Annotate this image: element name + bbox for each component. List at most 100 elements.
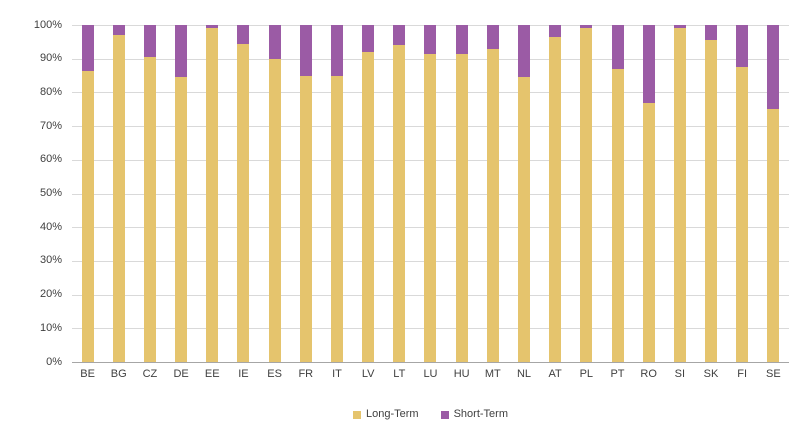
y-axis-tick-label: 10% (39, 321, 62, 334)
bar-segment-short-term (705, 25, 718, 41)
x-axis-label-si: SI (674, 368, 686, 380)
x-axis-label-es: ES (267, 368, 282, 380)
bar-segment-short-term (549, 25, 562, 37)
x-axis-label-be: BE (80, 368, 95, 380)
bar-segment-long-term (486, 48, 499, 362)
bar-segment-short-term (362, 25, 375, 52)
plot-area (72, 25, 789, 363)
bar-segment-long-term (175, 77, 188, 362)
bar-segment-long-term (549, 36, 562, 362)
bar-stack (81, 25, 94, 362)
legend: Long-Term Short-Term (72, 408, 789, 421)
bar-segment-short-term (268, 25, 281, 59)
bar-segment-long-term (705, 40, 718, 362)
bar-column-fi (727, 25, 758, 362)
x-axis-label-fr: FR (298, 368, 314, 380)
bar-segment-long-term (299, 75, 312, 362)
bar-segment-short-term (143, 25, 156, 58)
bar-stack (611, 25, 624, 362)
bar-stack (143, 25, 156, 362)
bar-segment-short-term (580, 25, 593, 29)
bar-column-nl (508, 25, 539, 362)
x-axis-label-mt: MT (484, 368, 501, 380)
bar-stack (393, 25, 406, 362)
y-axis-tick-label: 60% (39, 153, 62, 166)
bar-segment-short-term (455, 25, 468, 54)
bar-segment-short-term (642, 25, 655, 103)
x-axis-label-se: SE (766, 368, 781, 380)
y-axis-tick-label: 80% (39, 85, 62, 98)
bar-stack (486, 25, 499, 362)
bar-segment-long-term (143, 57, 156, 362)
legend-label: Long-Term (366, 408, 419, 420)
y-axis-tick-label: 0% (46, 355, 62, 368)
bar-segment-short-term (206, 25, 219, 29)
bar-segment-long-term (642, 102, 655, 362)
x-axis-label-lu: LU (423, 368, 438, 380)
bar-segment-long-term (81, 70, 94, 362)
x-axis-label-ee: EE (204, 368, 220, 380)
bar-stack (424, 25, 437, 362)
legend-swatch-icon (440, 410, 449, 419)
bar-stack (206, 25, 219, 362)
bar-segment-short-term (424, 25, 437, 54)
bar-segment-long-term (362, 51, 375, 362)
y-axis-tick-label: 90% (39, 52, 62, 65)
legend-item-short-term: Short-Term (440, 408, 508, 421)
bar-stack (455, 25, 468, 362)
bar-segment-short-term (673, 25, 686, 29)
x-axis-label-nl: NL (516, 368, 532, 380)
bar-column-lv (353, 25, 384, 362)
bar-segment-long-term (206, 28, 219, 362)
x-axis-label-pl: PL (579, 368, 594, 380)
x-axis-label-pt: PT (610, 368, 625, 380)
x-axis-label-at: AT (548, 368, 562, 380)
bar-segment-short-term (112, 25, 125, 36)
bar-segment-long-term (393, 45, 406, 362)
bar-segment-long-term (268, 58, 281, 362)
x-axis-label-ie: IE (238, 368, 249, 380)
bar-stack (237, 25, 250, 362)
bar-segment-short-term (611, 25, 624, 69)
bar-column-ie (228, 25, 259, 362)
bar-column-lu (415, 25, 446, 362)
x-axis-label-sk: SK (703, 368, 719, 380)
x-axis-label-de: DE (173, 368, 189, 380)
bar-segment-long-term (673, 28, 686, 362)
bar-segment-short-term (330, 25, 343, 76)
legend-item-long-term: Long-Term (353, 408, 419, 421)
x-axis-label-bg: BG (110, 368, 127, 380)
bar-segment-long-term (517, 77, 530, 362)
y-axis-tick-label: 40% (39, 220, 62, 233)
bar-stack (767, 25, 780, 362)
y-axis-tick-label: 50% (39, 187, 62, 199)
bar-segment-long-term (736, 67, 749, 362)
x-axis: BE BG CZ DE EE IE ES FR IT LV LT LU HU MT NL AT PL PT RO SI… (72, 368, 789, 381)
bar-column-ro (633, 25, 664, 362)
legend-swatch-icon (353, 410, 361, 419)
bar-segment-short-term (767, 25, 780, 110)
bar-stack (112, 25, 125, 362)
x-axis-label-fi: FI (737, 368, 748, 380)
bar-segment-short-term (736, 25, 749, 68)
x-axis-label-ro: RO (640, 368, 657, 380)
bar-column-ee (197, 25, 228, 362)
bar-segment-short-term (393, 25, 406, 46)
bar-column-es (259, 25, 290, 362)
bar-column-cz (134, 25, 165, 362)
bar-column-lt (384, 25, 415, 362)
y-axis-tick-label: 20% (39, 288, 62, 301)
bar-segment-long-term (767, 109, 780, 362)
bar-stack (736, 25, 749, 362)
bar-stack (330, 25, 343, 362)
bar-segment-long-term (455, 53, 468, 362)
bar-segment-short-term (486, 25, 499, 49)
bar-column-at (540, 25, 571, 362)
x-axis-label-hu: HU (453, 368, 470, 380)
bar-column-si (664, 25, 695, 362)
bar-column-de (166, 25, 197, 362)
x-axis-label-cz: CZ (142, 368, 158, 380)
bar-stack (362, 25, 375, 362)
bar-segment-long-term (330, 75, 343, 362)
